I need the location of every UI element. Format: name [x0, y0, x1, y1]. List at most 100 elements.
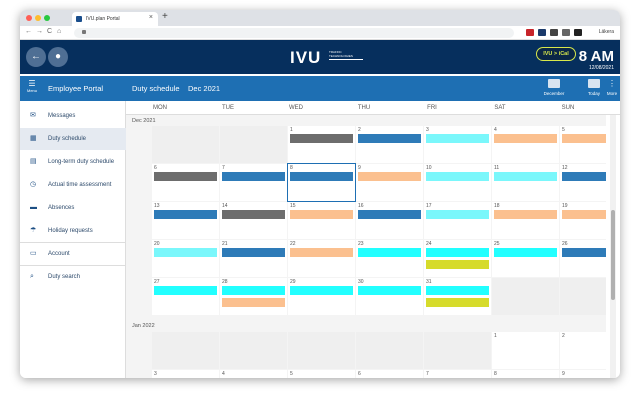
duty-bar[interactable]: [154, 286, 217, 295]
day-cell[interactable]: 7: [424, 370, 491, 378]
day-cell[interactable]: 7: [220, 164, 287, 201]
sidebar-item-long-term-duty-schedule[interactable]: ▤ Long-term duty schedule: [20, 151, 126, 173]
day-cell[interactable]: [288, 332, 355, 369]
december-button[interactable]: December: [534, 79, 574, 96]
day-cell[interactable]: 23: [356, 240, 423, 277]
duty-bar[interactable]: [358, 248, 421, 257]
day-cell[interactable]: 24: [424, 240, 491, 277]
reload-icon[interactable]: C: [47, 28, 53, 35]
day-cell[interactable]: 3: [424, 126, 491, 163]
day-cell[interactable]: [560, 278, 606, 315]
day-cell[interactable]: 22: [288, 240, 355, 277]
sidebar-item-account[interactable]: ▭ Account: [20, 243, 126, 265]
extension-icon[interactable]: [526, 29, 534, 36]
duty-bar[interactable]: [494, 134, 557, 143]
sidebar-item-holiday-requests[interactable]: ☂ Holiday requests: [20, 220, 126, 242]
today-button[interactable]: Today: [584, 79, 604, 96]
day-cell[interactable]: 26: [560, 240, 606, 277]
sidebar-item-actual-time-assessment[interactable]: ◷ Actual time assessment: [20, 174, 126, 196]
day-cell[interactable]: [152, 126, 219, 163]
day-cell[interactable]: 10: [424, 164, 491, 201]
browser-tab[interactable]: IVU.plan Portal ×: [72, 12, 158, 26]
day-cell[interactable]: 11: [492, 164, 559, 201]
duty-bar[interactable]: [426, 248, 489, 257]
duty-bar[interactable]: [426, 286, 489, 295]
duty-bar[interactable]: [358, 210, 421, 219]
day-cell[interactable]: 15: [288, 202, 355, 239]
day-cell[interactable]: 27: [152, 278, 219, 315]
duty-bar[interactable]: [426, 298, 489, 307]
day-cell[interactable]: 28: [220, 278, 287, 315]
day-cell[interactable]: 6: [356, 370, 423, 378]
forward-arrow-icon[interactable]: →: [36, 28, 43, 35]
day-cell[interactable]: 4: [220, 370, 287, 378]
duty-bar[interactable]: [290, 172, 353, 181]
day-cell[interactable]: [220, 332, 287, 369]
duty-bar[interactable]: [154, 248, 217, 257]
home-icon[interactable]: ⌂: [57, 28, 62, 35]
ical-button[interactable]: IVU > iCal: [536, 47, 576, 61]
duty-bar[interactable]: [562, 248, 606, 257]
sidebar-item-absences[interactable]: ▬ Absences: [20, 197, 126, 219]
url-field[interactable]: [74, 28, 514, 38]
extension-icon[interactable]: [562, 29, 570, 36]
day-cell[interactable]: 2: [356, 126, 423, 163]
day-cell[interactable]: 14: [220, 202, 287, 239]
day-cell[interactable]: 9: [560, 370, 606, 378]
day-cell[interactable]: [424, 332, 491, 369]
duty-bar[interactable]: [290, 286, 353, 295]
duty-bar[interactable]: [426, 134, 489, 143]
duty-bar[interactable]: [290, 210, 353, 219]
close-window-icon[interactable]: [26, 15, 32, 21]
day-cell[interactable]: 5: [288, 370, 355, 378]
day-cell[interactable]: 29: [288, 278, 355, 315]
day-cell[interactable]: 17: [424, 202, 491, 239]
day-cell[interactable]: 1: [492, 332, 559, 369]
scrollbar-thumb[interactable]: [611, 210, 615, 300]
day-cell[interactable]: [152, 332, 219, 369]
duty-bar[interactable]: [222, 298, 285, 307]
duty-bar[interactable]: [426, 210, 489, 219]
day-cell[interactable]: 18: [492, 202, 559, 239]
duty-bar[interactable]: [562, 134, 606, 143]
day-cell[interactable]: [220, 126, 287, 163]
day-cell[interactable]: 30: [356, 278, 423, 315]
calendar-scrollbar[interactable]: [610, 115, 616, 378]
extension-icon[interactable]: [538, 29, 546, 36]
duty-bar[interactable]: [494, 248, 557, 257]
day-cell[interactable]: 13: [152, 202, 219, 239]
duty-bar[interactable]: [222, 172, 285, 181]
day-cell[interactable]: 8: [492, 370, 559, 378]
duty-bar[interactable]: [426, 172, 489, 181]
profile-label[interactable]: Läkera: [598, 29, 614, 35]
day-cell[interactable]: 31: [424, 278, 491, 315]
day-cell[interactable]: 1: [288, 126, 355, 163]
day-cell[interactable]: 25: [492, 240, 559, 277]
back-arrow-icon[interactable]: ←: [25, 28, 32, 35]
duty-bar[interactable]: [358, 286, 421, 295]
duty-bar[interactable]: [290, 248, 353, 257]
sidebar-item-duty-search[interactable]: ⌕ Duty search: [20, 266, 126, 288]
day-cell[interactable]: 12: [560, 164, 606, 201]
duty-bar[interactable]: [494, 210, 557, 219]
minimize-window-icon[interactable]: [35, 15, 41, 21]
day-cell[interactable]: 20: [152, 240, 219, 277]
sidebar-item-duty-schedule[interactable]: ▦ Duty schedule: [20, 128, 126, 150]
day-cell[interactable]: 6: [152, 164, 219, 201]
day-cell[interactable]: 8: [287, 163, 356, 202]
duty-bar[interactable]: [562, 172, 606, 181]
day-cell[interactable]: 21: [220, 240, 287, 277]
duty-bar[interactable]: [358, 172, 421, 181]
duty-bar[interactable]: [562, 210, 606, 219]
day-cell[interactable]: [492, 278, 559, 315]
duty-bar[interactable]: [222, 248, 285, 257]
day-cell[interactable]: 19: [560, 202, 606, 239]
day-cell[interactable]: [356, 332, 423, 369]
duty-bar[interactable]: [222, 210, 285, 219]
user-avatar-button[interactable]: ●: [48, 47, 68, 67]
day-cell[interactable]: 5: [560, 126, 606, 163]
duty-bar[interactable]: [494, 172, 557, 181]
back-button[interactable]: ←: [26, 47, 46, 67]
tab-close-icon[interactable]: ×: [148, 14, 153, 21]
new-tab-button[interactable]: +: [162, 11, 168, 22]
